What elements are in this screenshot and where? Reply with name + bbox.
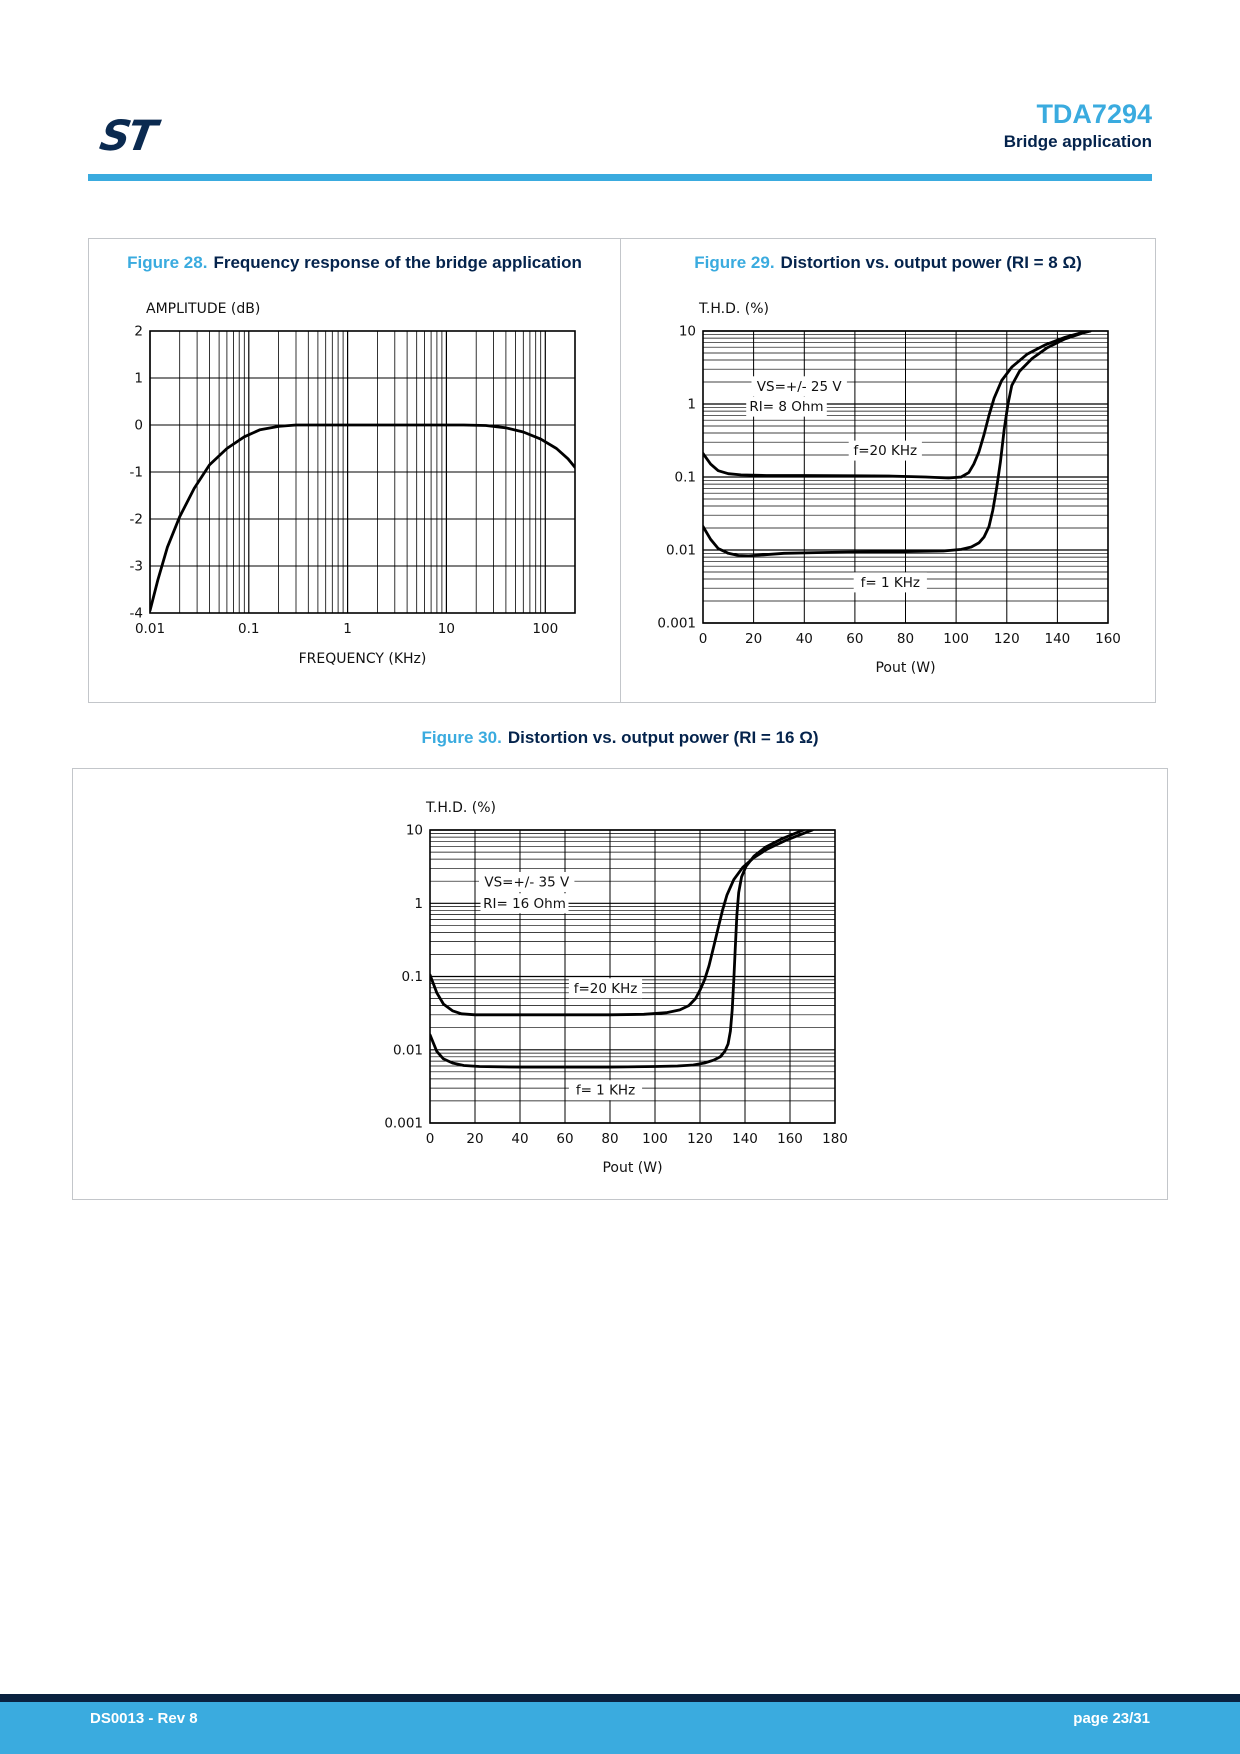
svg-text:0: 0 (134, 418, 143, 434)
svg-text:f= 1 KHz: f= 1 KHz (861, 575, 920, 591)
svg-text:20: 20 (745, 631, 762, 647)
svg-text:FREQUENCY (KHz): FREQUENCY (KHz) (298, 651, 426, 667)
svg-text:-1: -1 (129, 465, 142, 481)
svg-text:60: 60 (846, 631, 863, 647)
svg-text:160: 160 (777, 1131, 803, 1147)
svg-text:f=20 KHz: f=20 KHz (853, 443, 917, 459)
figure-30-title: Distortion vs. output power (RI = 16 Ω) (507, 728, 819, 747)
chart-figure-30: VS=+/- 35 V RI= 16 Ohm f=20 KHz f= 1 KHz 0 20… (360, 790, 880, 1193)
figure-28-box: Figure 28. Frequency response of the brid… (88, 238, 621, 703)
svg-text:RI= 16 Ohm: RI= 16 Ohm (483, 896, 566, 912)
product-title: TDA7294 (1036, 99, 1152, 129)
svg-text:Pout (W): Pout (W) (875, 660, 935, 676)
svg-text:0.01: 0.01 (393, 1042, 423, 1058)
svg-text:-3: -3 (129, 559, 142, 575)
svg-text:1: 1 (343, 621, 352, 637)
chart-figure-28: 0.01 0.1 1 10 100 2 1 0 -1 -2 -3 -4 AMPLITUDE (dB) FR… (100, 291, 610, 681)
svg-text:120: 120 (687, 1131, 713, 1147)
figure-29-label: Figure 29. (694, 253, 775, 272)
svg-text:T.H.D. (%): T.H.D. (%) (425, 800, 496, 816)
svg-text:1: 1 (134, 371, 143, 387)
header-text-block: TDA7294 Bridge application (1004, 98, 1152, 154)
figure-30-caption: Figure 30. Distortion vs. output power (R… (0, 728, 1240, 748)
svg-text:10: 10 (679, 324, 696, 340)
chart-figure-29: VS=+/- 25 V RI= 8 Ohm f=20 KHz f= 1 KHz 0 20 4… (633, 291, 1143, 686)
svg-text:f=20 KHz: f=20 KHz (574, 981, 638, 997)
svg-text:100: 100 (943, 631, 969, 647)
svg-text:100: 100 (532, 621, 558, 637)
svg-text:180: 180 (822, 1131, 848, 1147)
svg-text:60: 60 (556, 1131, 573, 1147)
svg-text:80: 80 (897, 631, 914, 647)
svg-text:1: 1 (414, 896, 423, 912)
figure-28-title: Frequency response of the bridge applica… (213, 253, 582, 272)
svg-text:140: 140 (1045, 631, 1071, 647)
svg-text:RI= 8 Ohm: RI= 8 Ohm (749, 399, 823, 415)
svg-text:40: 40 (796, 631, 813, 647)
svg-text:10: 10 (406, 823, 423, 839)
svg-text:T.H.D. (%): T.H.D. (%) (698, 301, 769, 317)
svg-text:0.1: 0.1 (238, 621, 259, 637)
svg-text:20: 20 (466, 1131, 483, 1147)
svg-text:40: 40 (511, 1131, 528, 1147)
svg-text:0: 0 (699, 631, 708, 647)
svg-text:0.01: 0.01 (134, 621, 164, 637)
figure-29-title: Distortion vs. output power (RI = 8 Ω) (780, 253, 1082, 272)
svg-text:140: 140 (732, 1131, 758, 1147)
svg-text:0.1: 0.1 (675, 470, 696, 486)
svg-text:0: 0 (426, 1131, 435, 1147)
svg-text:2: 2 (134, 324, 143, 340)
svg-text:ST: ST (96, 111, 164, 160)
figure-28-caption: Figure 28. Frequency response of the brid… (89, 253, 620, 273)
svg-text:Pout (W): Pout (W) (602, 1160, 662, 1176)
svg-text:10: 10 (437, 621, 454, 637)
svg-text:0.01: 0.01 (666, 543, 696, 559)
st-logo: ST (94, 108, 166, 167)
svg-text:VS=+/- 35 V: VS=+/- 35 V (484, 875, 570, 891)
footer-page-number: page 23/31 (1073, 1710, 1150, 1727)
svg-text:-2: -2 (129, 512, 142, 528)
document-section: Bridge application (1003, 132, 1152, 151)
figure-29-caption: Figure 29. Distortion vs. output power (R… (621, 253, 1155, 273)
svg-text:AMPLITUDE (dB): AMPLITUDE (dB) (146, 301, 260, 317)
figure-29-box: Figure 29. Distortion vs. output power (R… (620, 238, 1156, 703)
svg-text:f= 1 KHz: f= 1 KHz (576, 1083, 635, 1099)
svg-text:160: 160 (1095, 631, 1121, 647)
figure-29-svg: VS=+/- 25 V RI= 8 Ohm f=20 KHz f= 1 KHz 0 20 4… (657, 301, 1121, 676)
svg-text:1: 1 (687, 397, 696, 413)
svg-text:80: 80 (601, 1131, 618, 1147)
svg-text:120: 120 (994, 631, 1020, 647)
footer-navy-strip (0, 1694, 1240, 1702)
svg-text:0.1: 0.1 (402, 969, 423, 985)
footer-bar (0, 1702, 1240, 1754)
header-rule (88, 174, 1152, 181)
svg-text:100: 100 (642, 1131, 668, 1147)
svg-text:0.001: 0.001 (657, 616, 696, 632)
figure-30-svg: VS=+/- 35 V RI= 16 Ohm f=20 KHz f= 1 KHz 0 20… (384, 800, 848, 1176)
figure-30-label: Figure 30. (421, 728, 502, 747)
figure-30-box: VS=+/- 35 V RI= 16 Ohm f=20 KHz f= 1 KHz 0 20… (72, 768, 1168, 1200)
svg-text:0.001: 0.001 (384, 1116, 423, 1132)
figure-28-label: Figure 28. (127, 253, 208, 272)
footer-doc-revision: DS0013 - Rev 8 (90, 1710, 198, 1727)
svg-text:-4: -4 (129, 606, 142, 622)
svg-text:VS=+/- 25 V: VS=+/- 25 V (757, 379, 843, 395)
